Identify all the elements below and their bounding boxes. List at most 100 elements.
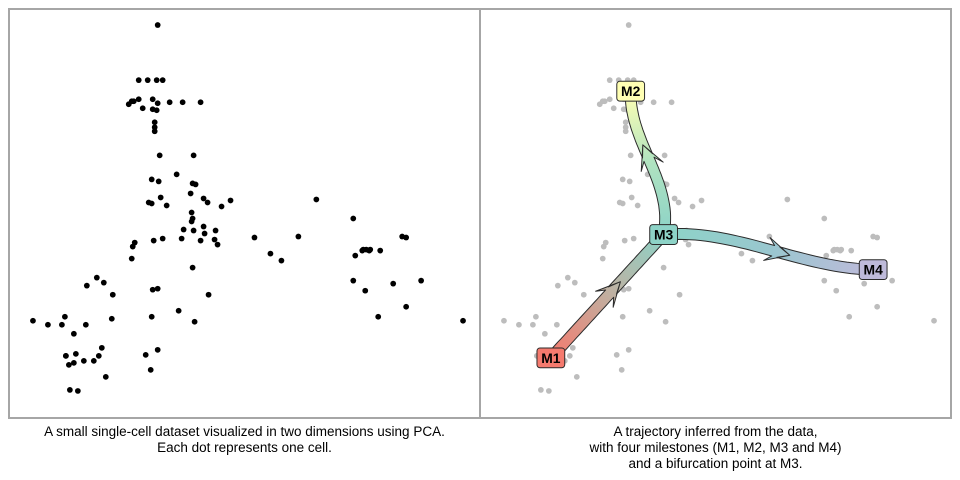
cell-point bbox=[163, 202, 170, 209]
cell-point bbox=[154, 100, 161, 107]
milestone-box bbox=[616, 80, 646, 102]
cell-point bbox=[109, 291, 116, 298]
cell-point bbox=[151, 124, 158, 131]
trajectory-caption-line-3: and a bifurcation point at M3. bbox=[628, 456, 803, 471]
background-cell-point bbox=[848, 247, 855, 254]
milestone-m4: M4 bbox=[858, 259, 888, 281]
cell-point bbox=[166, 99, 173, 106]
cell-point bbox=[128, 255, 135, 262]
cell-point bbox=[460, 317, 466, 324]
cell-point bbox=[362, 287, 369, 294]
background-cell-point bbox=[676, 291, 683, 298]
background-cell-point bbox=[660, 264, 667, 271]
cell-point bbox=[154, 22, 161, 28]
background-cell-point bbox=[537, 387, 544, 393]
cell-point bbox=[59, 321, 65, 328]
cell-point bbox=[63, 352, 69, 359]
background-cell-point bbox=[545, 388, 552, 394]
cell-point bbox=[70, 330, 77, 337]
background-cell-point bbox=[564, 274, 571, 281]
cell-point bbox=[144, 77, 151, 84]
cell-point bbox=[377, 247, 384, 254]
cell-point bbox=[178, 235, 185, 242]
background-cell-point bbox=[516, 321, 522, 328]
background-cell-point bbox=[821, 215, 828, 222]
cell-point bbox=[403, 234, 410, 241]
cell-point bbox=[205, 291, 212, 298]
cell-point bbox=[190, 227, 197, 234]
cell-point bbox=[80, 357, 87, 364]
cell-point bbox=[151, 128, 158, 135]
cell-point bbox=[149, 286, 156, 293]
cell-point bbox=[189, 215, 196, 222]
cell-point bbox=[197, 99, 204, 106]
background-cell-point bbox=[646, 307, 653, 314]
cell-point bbox=[200, 195, 207, 202]
cell-point bbox=[211, 236, 218, 243]
cell-point bbox=[139, 105, 146, 112]
background-cell-point bbox=[833, 287, 840, 294]
background-cell-point bbox=[738, 250, 745, 257]
cell-point bbox=[189, 264, 196, 271]
background-cell-point bbox=[613, 351, 620, 358]
cell-point bbox=[418, 277, 424, 284]
pca-caption: A small single-cell dataset visualized i… bbox=[8, 424, 481, 456]
cell-point bbox=[98, 344, 105, 351]
cell-point bbox=[350, 277, 357, 284]
background-cell-point bbox=[749, 257, 756, 264]
background-cell-point bbox=[622, 119, 629, 126]
background-cell-point bbox=[554, 282, 561, 289]
cell-point bbox=[191, 318, 198, 325]
cell-point bbox=[251, 234, 258, 241]
cell-point bbox=[154, 346, 161, 353]
background-cell-point bbox=[685, 241, 692, 248]
background-cell-point bbox=[619, 200, 626, 207]
background-cell-point bbox=[622, 128, 629, 135]
background-cell-point bbox=[630, 235, 637, 242]
background-cell-point bbox=[619, 176, 626, 183]
cell-point bbox=[201, 230, 208, 237]
cell-point bbox=[212, 227, 219, 234]
background-cell-point bbox=[606, 77, 613, 84]
pca-caption-line-2: Each dot represents one cell. bbox=[157, 440, 332, 455]
background-cell-point bbox=[596, 101, 603, 108]
cell-point bbox=[159, 77, 166, 84]
cell-point bbox=[173, 171, 180, 178]
cell-point bbox=[214, 241, 221, 248]
milestone-box bbox=[536, 347, 566, 369]
cell-point bbox=[190, 152, 197, 159]
background-cell-point bbox=[661, 152, 668, 159]
background-cell-point bbox=[627, 152, 634, 159]
cell-point bbox=[403, 303, 410, 310]
background-cell-point bbox=[533, 313, 539, 320]
cell-point bbox=[157, 194, 164, 201]
background-cell-point bbox=[599, 255, 606, 262]
cell-point bbox=[142, 351, 149, 358]
cell-point bbox=[153, 77, 160, 84]
cell-point bbox=[148, 176, 155, 183]
background-cell-point bbox=[689, 203, 696, 210]
background-cell-point bbox=[784, 196, 791, 203]
trajectory-edge-m1-m3 bbox=[546, 230, 669, 363]
pca-panel bbox=[8, 8, 481, 419]
cell-point bbox=[90, 357, 97, 364]
cell-point bbox=[100, 279, 107, 286]
pca-caption-line-1: A small single-cell dataset visualized i… bbox=[44, 424, 445, 439]
cell-point bbox=[204, 199, 211, 206]
background-cell-point bbox=[821, 277, 828, 284]
background-cell-point bbox=[628, 194, 635, 201]
cell-point bbox=[74, 388, 81, 394]
cell-point bbox=[131, 239, 138, 246]
background-cell-point bbox=[619, 313, 626, 320]
cell-point bbox=[313, 196, 320, 203]
cell-point bbox=[72, 350, 79, 357]
cell-point bbox=[267, 250, 274, 257]
background-cell-point bbox=[530, 321, 536, 328]
cell-point bbox=[352, 252, 359, 259]
background-cell-point bbox=[675, 199, 682, 206]
cell-point bbox=[375, 313, 382, 320]
pca-scatter-plot bbox=[30, 22, 466, 394]
background-cell-point bbox=[622, 124, 629, 131]
milestone-box bbox=[858, 259, 888, 281]
milestone-label: M2 bbox=[621, 83, 641, 99]
